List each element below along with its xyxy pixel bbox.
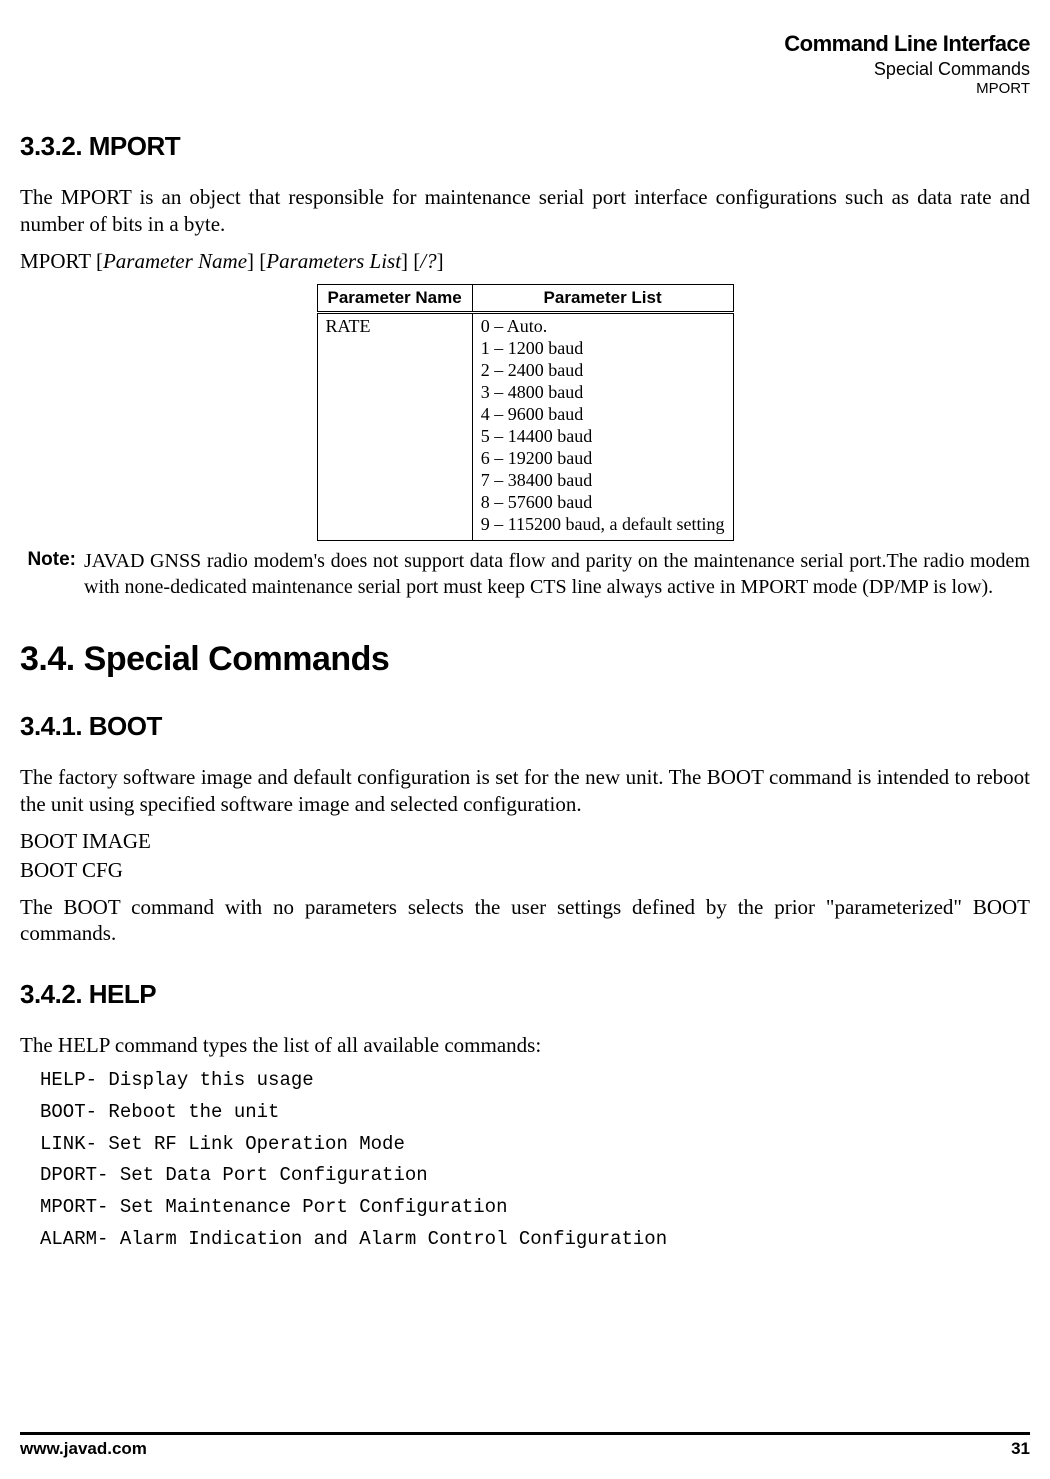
- page-header: Command Line Interface Special Commands …: [20, 30, 1030, 99]
- header-subtitle-1: Special Commands: [20, 58, 1030, 81]
- heading-3-4: 3.4. Special Commands: [20, 640, 1030, 679]
- col-header-name: Parameter Name: [317, 285, 472, 313]
- syntax-suffix: ]: [437, 249, 444, 273]
- note-label: Note:: [20, 549, 76, 600]
- syntax-mid: ] [: [247, 249, 266, 273]
- cell-param-name: RATE: [317, 313, 472, 541]
- boot-cfg-line: BOOT CFG: [20, 857, 1030, 884]
- help-line-5: MPORT- Set Maintenance Port Configuratio…: [40, 1196, 1030, 1220]
- help-line-2: BOOT- Reboot the unit: [40, 1101, 1030, 1125]
- boot-intro: The factory software image and default c…: [20, 764, 1030, 818]
- note-text: JAVAD GNSS radio modem's does not suppor…: [84, 549, 1030, 600]
- footer-url: www.javad.com: [20, 1439, 147, 1459]
- table-header-row: Parameter Name Parameter List: [317, 285, 733, 313]
- boot-noparam: The BOOT command with no parameters sele…: [20, 894, 1030, 948]
- help-line-4: DPORT- Set Data Port Configuration: [40, 1164, 1030, 1188]
- note-block: Note: JAVAD GNSS radio modem's does not …: [20, 549, 1030, 600]
- mport-intro: The MPORT is an object that responsible …: [20, 184, 1030, 238]
- syntax-q: /?: [420, 249, 436, 273]
- heading-3-3-2: 3.3.2. MPORT: [20, 131, 1030, 162]
- col-header-list: Parameter List: [472, 285, 733, 313]
- syntax-param-list: Parameters List: [266, 249, 401, 273]
- page: Command Line Interface Special Commands …: [0, 0, 1050, 1479]
- footer-page-number: 31: [1011, 1439, 1030, 1459]
- page-footer: www.javad.com 31: [20, 1432, 1030, 1459]
- syntax-prefix: MPORT [: [20, 249, 103, 273]
- syntax-param-name: Parameter Name: [103, 249, 247, 273]
- cell-param-list: 0 – Auto. 1 – 1200 baud 2 – 2400 baud 3 …: [472, 313, 733, 541]
- help-line-6: ALARM- Alarm Indication and Alarm Contro…: [40, 1228, 1030, 1252]
- help-line-1: HELP- Display this usage: [40, 1069, 1030, 1093]
- syntax-mid2: ] [: [401, 249, 420, 273]
- table-row: RATE 0 – Auto. 1 – 1200 baud 2 – 2400 ba…: [317, 313, 733, 541]
- mport-syntax: MPORT [Parameter Name] [Parameters List]…: [20, 248, 1030, 275]
- help-line-3: LINK- Set RF Link Operation Mode: [40, 1133, 1030, 1157]
- mport-param-table: Parameter Name Parameter List RATE 0 – A…: [317, 284, 734, 541]
- boot-image-line: BOOT IMAGE: [20, 828, 1030, 855]
- heading-3-4-1: 3.4.1. BOOT: [20, 711, 1030, 742]
- help-intro: The HELP command types the list of all a…: [20, 1032, 1030, 1059]
- header-title: Command Line Interface: [20, 30, 1030, 58]
- header-subtitle-2: MPORT: [20, 80, 1030, 99]
- heading-3-4-2: 3.4.2. HELP: [20, 979, 1030, 1010]
